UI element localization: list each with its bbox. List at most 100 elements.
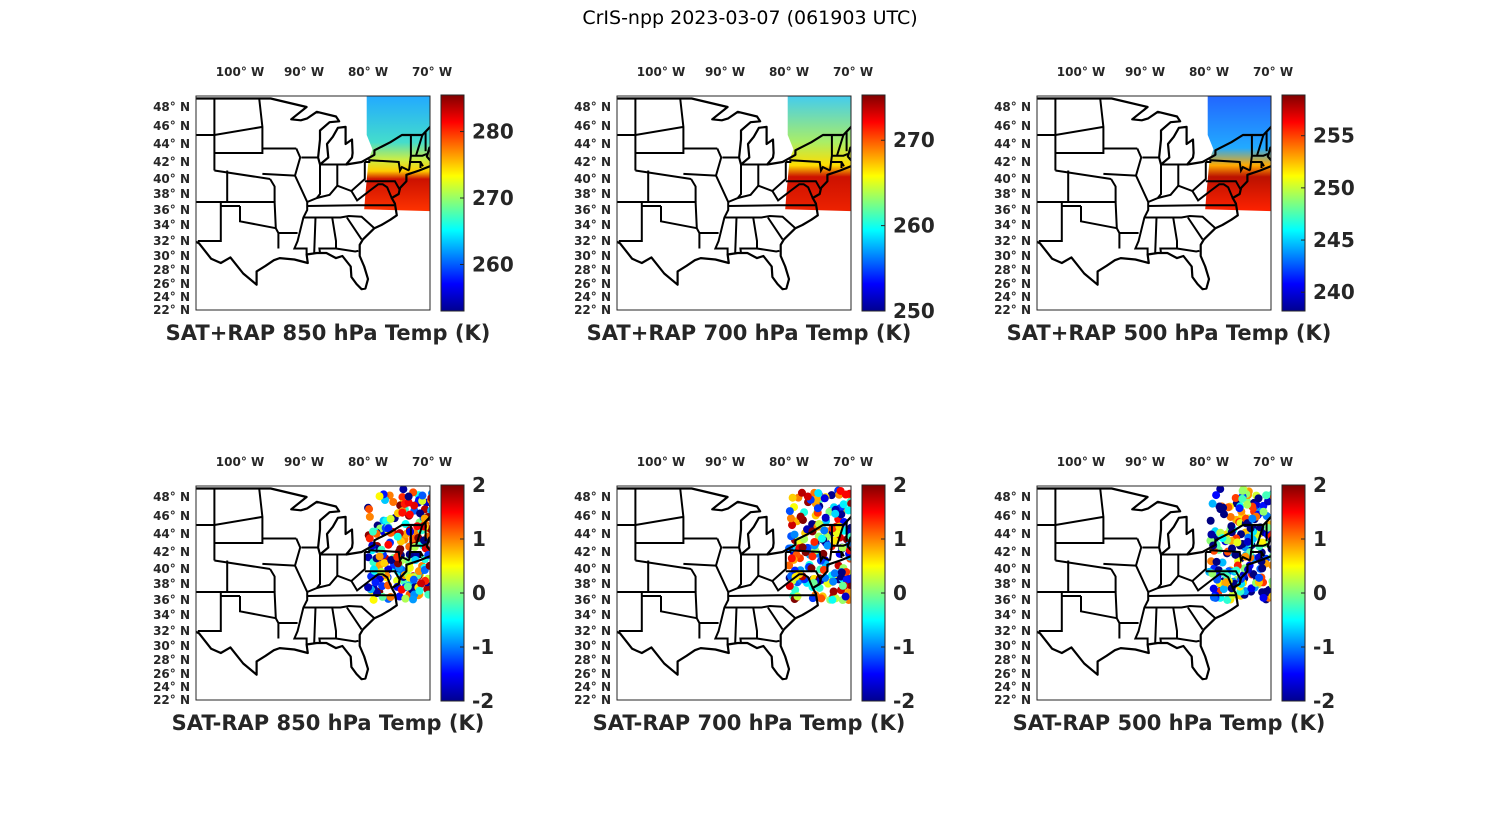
panel-title: SAT+RAP 700 hPa Temp (K) bbox=[587, 321, 912, 345]
latitude-label: 42° N bbox=[994, 545, 1031, 559]
state-border bbox=[196, 125, 263, 136]
difference-point bbox=[854, 487, 862, 495]
state-border bbox=[350, 573, 393, 592]
latitude-label: 40° N bbox=[994, 562, 1031, 576]
state-border bbox=[303, 604, 376, 619]
latitude-label: 34° N bbox=[994, 608, 1031, 622]
state-border bbox=[1148, 594, 1236, 597]
latitude-label: 28° N bbox=[153, 653, 190, 667]
axes-frame bbox=[616, 95, 852, 311]
latitude-label: 32° N bbox=[994, 234, 1031, 248]
difference-point bbox=[1216, 486, 1225, 494]
difference-point bbox=[853, 556, 861, 564]
state-border bbox=[335, 637, 359, 643]
difference-point bbox=[397, 585, 406, 594]
difference-point bbox=[813, 504, 822, 513]
state-border bbox=[617, 515, 684, 526]
difference-point bbox=[431, 527, 439, 535]
map-area bbox=[196, 486, 440, 681]
difference-point bbox=[1270, 570, 1271, 575]
difference-point bbox=[1258, 564, 1267, 573]
state-border bbox=[785, 570, 822, 581]
latitude-label: 26° N bbox=[153, 667, 190, 681]
state-border bbox=[737, 552, 787, 589]
state-border bbox=[727, 554, 742, 593]
state-border bbox=[1103, 172, 1137, 177]
difference-point bbox=[410, 543, 419, 552]
state-border bbox=[318, 607, 337, 644]
difference-point bbox=[431, 518, 439, 526]
figure-title: CrIS-npp 2023-03-07 (061903 UTC) bbox=[582, 7, 918, 29]
state-border bbox=[771, 573, 814, 592]
longitude-label: 70° W bbox=[412, 455, 452, 469]
colorbar-tick-label: 2 bbox=[1313, 473, 1327, 497]
state-border bbox=[364, 159, 410, 174]
difference-point bbox=[398, 508, 407, 517]
difference-point bbox=[827, 491, 836, 500]
latitude-label: 40° N bbox=[574, 562, 611, 576]
latitude-label: 22° N bbox=[574, 303, 611, 317]
latitude-label: 38° N bbox=[994, 187, 1031, 201]
latitude-label: 22° N bbox=[994, 693, 1031, 707]
difference-point bbox=[377, 545, 386, 554]
latitude-label: 44° N bbox=[574, 137, 611, 151]
latitude-label: 24° N bbox=[574, 680, 611, 694]
state-border bbox=[410, 542, 428, 547]
latitude-label: 40° N bbox=[153, 172, 190, 186]
state-border bbox=[410, 152, 428, 157]
difference-point bbox=[1264, 585, 1271, 594]
colorbar-tick-label: -1 bbox=[893, 635, 915, 659]
difference-point bbox=[405, 564, 414, 573]
difference-point bbox=[844, 506, 851, 515]
state-border bbox=[316, 552, 366, 589]
latitude-label: 42° N bbox=[153, 155, 190, 169]
difference-point bbox=[430, 592, 438, 600]
state-border bbox=[683, 562, 717, 567]
satellite-swath bbox=[1205, 96, 1271, 212]
state-border bbox=[737, 162, 787, 199]
latitude-label: 44° N bbox=[153, 527, 190, 541]
latitude-label: 46° N bbox=[574, 509, 611, 523]
satellite-swath bbox=[364, 96, 430, 212]
difference-point bbox=[369, 565, 378, 574]
state-border bbox=[307, 204, 395, 207]
latitude-label: 30° N bbox=[153, 639, 190, 653]
difference-point bbox=[850, 499, 851, 503]
longitude-label: 80° W bbox=[348, 455, 388, 469]
state-border bbox=[767, 606, 784, 630]
latitude-label: 22° N bbox=[574, 693, 611, 707]
latitude-label: 32° N bbox=[574, 234, 611, 248]
longitude-label: 90° W bbox=[1125, 65, 1165, 79]
map-panel: 100° W 90° W 80° W 70° W 48° N 46° N 44° N 42° … bbox=[574, 65, 935, 345]
state-border bbox=[1038, 202, 1063, 242]
difference-point bbox=[365, 512, 374, 521]
latitude-label: 42° N bbox=[994, 155, 1031, 169]
state-border bbox=[1205, 549, 1251, 564]
latitude-label: 28° N bbox=[574, 653, 611, 667]
latitude-label: 36° N bbox=[153, 593, 190, 607]
state-border bbox=[1176, 247, 1200, 253]
difference-point bbox=[368, 527, 377, 536]
difference-point bbox=[432, 542, 440, 550]
difference-point bbox=[1238, 494, 1247, 503]
state-border bbox=[1256, 134, 1265, 156]
colorbar-tick-label: 245 bbox=[1313, 228, 1355, 252]
state-border bbox=[734, 607, 738, 644]
latitude-label: 34° N bbox=[994, 218, 1031, 232]
axes-frame bbox=[616, 485, 852, 701]
difference-point bbox=[847, 499, 851, 508]
difference-point bbox=[1209, 584, 1218, 593]
difference-point bbox=[820, 526, 829, 535]
longitude-label: 80° W bbox=[348, 65, 388, 79]
latitude-label: 38° N bbox=[574, 577, 611, 591]
state-border bbox=[1159, 217, 1178, 254]
state-border bbox=[1154, 607, 1158, 644]
map-area bbox=[617, 96, 851, 291]
latitude-label: 46° N bbox=[574, 119, 611, 133]
difference-point bbox=[1273, 509, 1281, 517]
latitude-label: 32° N bbox=[574, 624, 611, 638]
colorbar-tick-label: 250 bbox=[1313, 176, 1355, 200]
state-border bbox=[785, 159, 831, 174]
difference-point bbox=[364, 583, 373, 592]
difference-point bbox=[371, 578, 380, 587]
